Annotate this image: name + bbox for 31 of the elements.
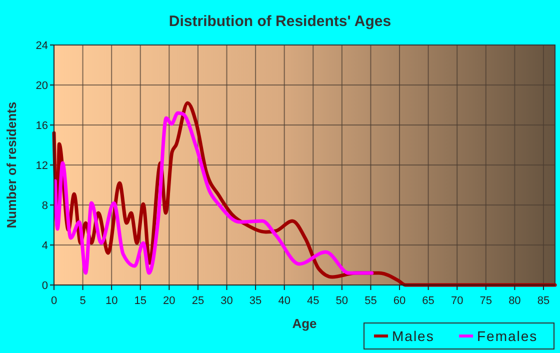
x-tick-label: 55 xyxy=(364,295,377,307)
x-tick-label: 15 xyxy=(134,295,147,307)
legend-label: Females xyxy=(477,328,538,344)
y-axis-title: Number of residents xyxy=(4,102,19,228)
x-tick-label: 25 xyxy=(192,295,204,307)
y-tick-label: 16 xyxy=(36,120,48,132)
x-tick-label: 50 xyxy=(336,295,348,307)
x-tick-label: 60 xyxy=(393,295,406,307)
x-tick-label: 0 xyxy=(50,295,58,307)
y-tick-label: 24 xyxy=(36,40,48,52)
y-tick-label: 8 xyxy=(42,200,48,212)
line-series xyxy=(53,111,374,275)
x-axis-title: Age xyxy=(292,316,317,331)
x-tick-label: 10 xyxy=(105,295,118,307)
x-tick-label: 65 xyxy=(422,295,434,307)
chart-title: Distribution of Residents' Ages xyxy=(168,13,392,30)
x-tick-label: 5 xyxy=(80,295,86,307)
x-tick-label: 75 xyxy=(480,295,492,307)
x-tick-label: 45 xyxy=(307,295,320,307)
x-tick-label: 35 xyxy=(249,295,262,307)
legend-label: Males xyxy=(392,328,434,344)
x-tick-label: 30 xyxy=(220,295,233,307)
x-tick-label: 85 xyxy=(537,295,550,307)
y-tick-label: 20 xyxy=(36,80,48,92)
y-tick-label: 12 xyxy=(36,160,48,172)
x-tick-label: 70 xyxy=(450,295,464,307)
x-tick-label: 80 xyxy=(508,295,521,307)
x-tick-label: 40 xyxy=(278,295,290,307)
x-tick-label: 20 xyxy=(163,295,176,307)
y-tick-label: 4 xyxy=(42,240,48,252)
y-tick-label: 0 xyxy=(42,280,48,292)
